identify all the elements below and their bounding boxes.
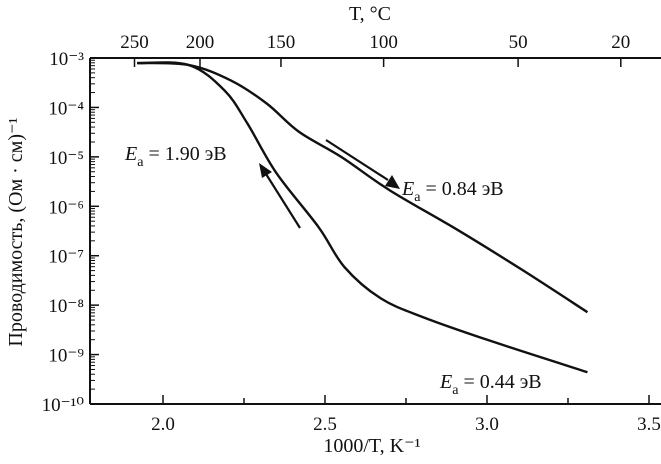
y-tick-label: 10⁻⁹: [48, 346, 84, 367]
annotation-190: Ea = 1.90 эВ: [124, 143, 227, 170]
top-tick-label: 250: [120, 32, 149, 53]
y-tick-label: 10⁻⁸: [48, 296, 84, 317]
x-axis-label: 1000/T, K⁻¹: [323, 435, 420, 457]
annotation-084: Ea = 0.84 эВ: [401, 178, 504, 205]
series-line-1: [137, 61, 589, 314]
y-tick-label: 10⁻³: [49, 49, 84, 70]
top-axis-label: T, °C: [349, 3, 391, 25]
x-tick-label: 3.0: [475, 414, 499, 435]
top-tick-label: 20: [611, 32, 630, 53]
x-tick-label: 3.5: [637, 414, 661, 435]
y-tick-label: 10⁻⁵: [48, 148, 84, 169]
y-tick-label: 10⁻⁴: [48, 98, 84, 119]
top-tick-label: 200: [186, 32, 215, 53]
annotation-044: Ea = 0.44 эВ: [439, 371, 542, 398]
y-tick-label: 10⁻⁷: [48, 247, 84, 268]
series-line-2: [137, 61, 588, 374]
top-tick-label: 50: [509, 32, 528, 53]
x-tick-label: 2.0: [151, 414, 175, 435]
y-axis-label: Проводимость, (Ом · см)⁻¹: [5, 117, 27, 346]
x-tick-label: 2.5: [313, 414, 337, 435]
arrow-cooling-down: [325, 139, 389, 181]
y-tick-label: 10⁻¹⁰: [42, 395, 85, 416]
top-tick-label: 150: [267, 32, 296, 53]
arrow-heating-up: [265, 173, 301, 229]
y-tick-label: 10⁻⁶: [48, 197, 84, 218]
arrow-head-up: [259, 163, 272, 178]
arrow-head-down: [385, 175, 400, 189]
top-tick-label: 100: [369, 32, 398, 53]
